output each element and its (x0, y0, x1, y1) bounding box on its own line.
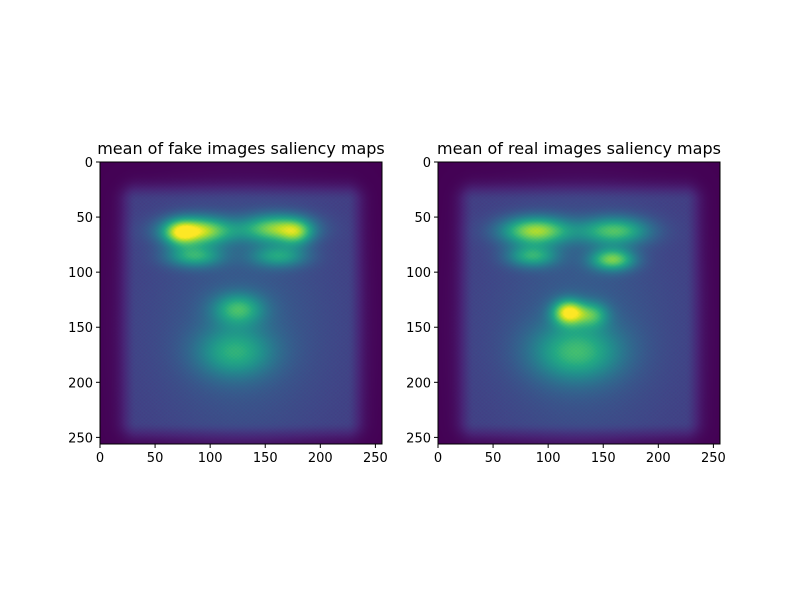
x-tick-label: 0 (96, 451, 104, 466)
plot-title-fake: mean of fake images saliency maps (97, 139, 385, 158)
x-tick-label: 150 (591, 451, 616, 466)
y-axis-real: 0 50 100 150 200 250 (406, 156, 438, 446)
y-tick-label: 150 (406, 321, 431, 336)
y-tick-label: 0 (423, 156, 431, 171)
plot-title-real: mean of real images saliency maps (437, 139, 721, 158)
x-tick-label: 200 (646, 451, 671, 466)
heatmap-panel-fake: mean of fake images saliency maps 0 50 100… (68, 139, 388, 466)
x-tick-label: 0 (434, 451, 442, 466)
y-tick-label: 150 (68, 321, 93, 336)
heatmap-canvas-fake (100, 162, 382, 444)
x-axis-fake: 0 50 100 150 200 250 (96, 444, 388, 466)
x-tick-label: 50 (485, 451, 502, 466)
axes-frame-real (437, 161, 721, 445)
y-axis-fake: 0 50 100 150 200 250 (68, 156, 100, 446)
y-tick-label: 250 (68, 431, 93, 446)
heatmap-image-real (438, 162, 720, 444)
y-tick-label: 250 (406, 431, 431, 446)
x-tick-label: 150 (253, 451, 278, 466)
axes-frame-fake (99, 161, 383, 445)
y-tick-label: 50 (414, 211, 431, 226)
y-tick-label: 0 (85, 156, 93, 171)
x-tick-label: 200 (308, 451, 333, 466)
heatmap-image-fake (100, 162, 382, 444)
x-tick-label: 100 (536, 451, 561, 466)
y-tick-label: 100 (406, 266, 431, 281)
x-tick-label: 100 (198, 451, 223, 466)
x-tick-label: 250 (363, 451, 388, 466)
y-tick-label: 50 (76, 211, 93, 226)
y-tick-label: 200 (68, 376, 93, 391)
y-tick-label: 100 (68, 266, 93, 281)
x-tick-label: 50 (147, 451, 164, 466)
heatmap-canvas-real (438, 162, 720, 444)
x-axis-real: 0 50 100 150 200 250 (434, 444, 726, 466)
y-tick-label: 200 (406, 376, 431, 391)
heatmap-panel-real: mean of real images saliency maps 0 50 100… (406, 139, 726, 466)
x-tick-label: 250 (701, 451, 726, 466)
